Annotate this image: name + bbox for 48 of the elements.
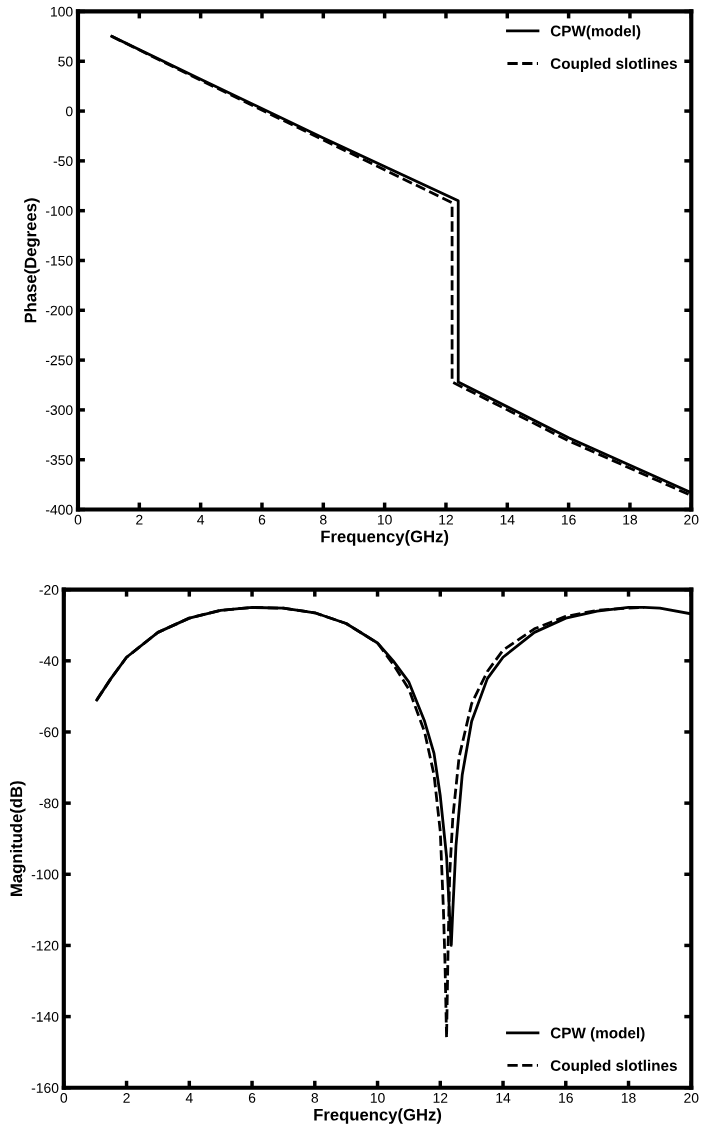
y-tick-label: 100 — [51, 6, 73, 17]
y-tick-label: 50 — [58, 56, 73, 67]
y-tick-label: -100 — [45, 206, 73, 216]
x-tick-label: 16 — [561, 514, 576, 525]
x-tick-label: 20 — [684, 514, 699, 525]
x-tick-label: 20 — [684, 1092, 699, 1103]
x-tick-label: 4 — [185, 1093, 193, 1103]
y-tick-label: -120 — [31, 940, 59, 951]
x-tick-label: 14 — [500, 514, 515, 525]
y-tick-label: -100 — [31, 869, 59, 880]
x-axis-title: Frequency(GHz) — [321, 530, 449, 546]
y-tick-label: -20 — [39, 585, 59, 595]
x-tick-label: 8 — [320, 514, 327, 525]
x-tick-label: 2 — [123, 1092, 130, 1103]
x-tick-label: 10 — [377, 514, 392, 525]
x-tick-label: 8 — [311, 1092, 319, 1103]
x-tick-label: 6 — [248, 1092, 256, 1103]
y-tick-label: -80 — [39, 798, 59, 809]
y-tick-label: -400 — [45, 504, 73, 515]
y-tick-label: -40 — [39, 656, 59, 666]
y-axis-title: Phase(Degrees) — [24, 198, 40, 323]
y-tick-label: -250 — [45, 355, 73, 366]
legend-label: Coupled slotlines — [550, 1059, 677, 1074]
x-tick-label: 16 — [559, 1092, 573, 1103]
legend-label: CPW(model) — [550, 25, 641, 40]
x-tick-label: 14 — [496, 1093, 511, 1103]
x-tick-label: 2 — [136, 514, 143, 525]
y-tick-label: -60 — [39, 727, 59, 738]
y-tick-label: -140 — [31, 1011, 59, 1022]
x-tick-label: 6 — [258, 514, 266, 525]
y-tick-label: -160 — [31, 1083, 59, 1093]
x-tick-label: 18 — [621, 1092, 636, 1103]
legend-label: CPW (model) — [550, 1027, 645, 1042]
y-tick-label: -200 — [45, 305, 73, 316]
y-axis-title: Magnitude(dB) — [9, 781, 26, 896]
x-tick-label: 10 — [370, 1092, 385, 1103]
y-tick-label: -350 — [45, 455, 73, 465]
x-tick-label: 4 — [197, 514, 205, 525]
x-axis-title: Frequency(GHz) — [314, 1108, 442, 1124]
x-tick-label: 12 — [433, 1092, 448, 1103]
y-tick-label: -150 — [45, 255, 73, 266]
x-tick-label: 0 — [74, 514, 82, 525]
x-tick-label: 18 — [623, 514, 638, 525]
legend-label: Coupled slotlines — [550, 57, 677, 73]
y-tick-label: 0 — [65, 106, 73, 117]
y-tick-label: -50 — [53, 156, 73, 167]
x-tick-label: 12 — [439, 514, 453, 525]
y-tick-label: -300 — [45, 405, 73, 416]
